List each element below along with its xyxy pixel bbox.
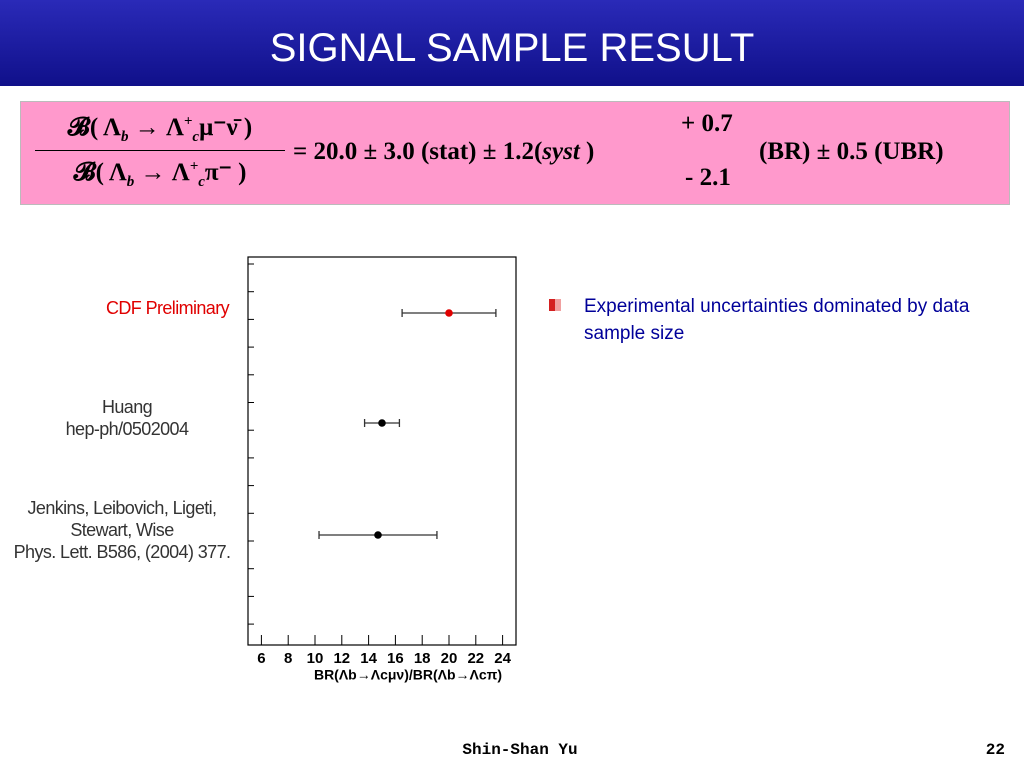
fraction: 𝓑( Λb → Λ+cμ⁻ν̄ ) 𝓑( Λb → Λ+cπ⁻ ) (35, 112, 285, 191)
slide-title: SIGNAL SAMPLE RESULT (0, 0, 1024, 86)
bullet-text: Experimental uncertainties dominated by … (584, 296, 970, 344)
numerator: 𝓑( Λb → Λ+cμ⁻ν̄ ) (35, 112, 285, 151)
x-tick-label: 20 (441, 650, 458, 667)
category-label: Phys. Lett. B586, (2004) 377. (14, 542, 231, 562)
x-axis-label: BR(Λb→Λcμν)/BR(Λb→Λcπ) (314, 667, 502, 683)
x-tick-label: 16 (387, 650, 404, 667)
x-tick-label: 22 (467, 650, 484, 667)
category-label: hep-ph/0502004 (66, 419, 189, 439)
x-tick-label: 18 (414, 650, 431, 667)
result: = 20.0 ± 3.0 (stat) ± 1.2(syst ) (293, 138, 594, 166)
text: c (192, 129, 200, 145)
upper-error: + 0.7 (681, 110, 733, 137)
x-tick-label: 12 (333, 650, 350, 667)
page-number: 22 (986, 741, 1005, 759)
point (378, 419, 386, 427)
point (374, 531, 382, 539)
text: c (198, 174, 205, 190)
text: → Λ (134, 159, 190, 186)
text: + (189, 158, 199, 175)
footer-author: Shin-Shan Yu (462, 741, 577, 759)
text: = 20.0 ± 3.0 (stat) ± 1.2( (293, 138, 543, 165)
x-tick-label: 6 (257, 650, 265, 667)
bullet-icon (555, 299, 561, 311)
text: 𝓑( Λ (73, 159, 127, 186)
formula-box: 𝓑( Λb → Λ+cμ⁻ν̄ ) 𝓑( Λb → Λ+cπ⁻ ) = 20.0… (20, 101, 1010, 205)
text: syst (542, 138, 580, 165)
category-label: Huang (102, 397, 152, 417)
text: μ⁻ν̄ ) (199, 114, 253, 141)
plot-frame (247, 256, 517, 646)
category-label: CDF Preliminary (106, 298, 230, 318)
text: ) (579, 138, 595, 165)
text: → Λ (128, 114, 184, 141)
x-tick-label: 10 (307, 650, 324, 667)
point (445, 309, 453, 317)
bullet-box: Experimental uncertainties dominated by … (584, 296, 970, 344)
x-tick-label: 14 (360, 650, 377, 667)
x-tick-label: 24 (494, 650, 511, 667)
text: π⁻ ) (204, 159, 247, 186)
text: 𝓑( Λ (67, 114, 121, 141)
category-label: Stewart, Wise (70, 520, 174, 540)
lower-error: - 2.1 (685, 164, 731, 191)
result-tail: (BR) ± 0.5 (UBR) (759, 138, 944, 165)
text: b (120, 129, 129, 145)
x-tick-label: 8 (284, 650, 292, 667)
denominator: 𝓑( Λb → Λ+cπ⁻ ) (35, 151, 285, 191)
category-label: Jenkins, Leibovich, Ligeti, (28, 498, 217, 518)
text: + (183, 113, 193, 130)
text: b (126, 174, 135, 190)
